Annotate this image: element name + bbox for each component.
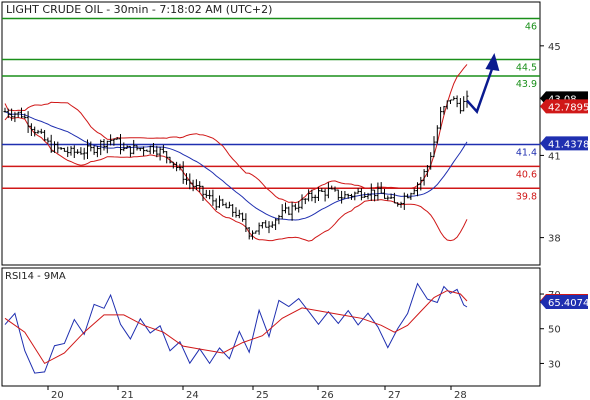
price-badge-1-box (540, 99, 588, 114)
price-badge-2: 41.4378 (548, 139, 589, 150)
x-tick-label-2: 24 (186, 390, 199, 400)
bollinger-upper (4, 64, 468, 204)
rsi-badge-1-box (540, 294, 588, 309)
projection-path (466, 64, 495, 114)
y-tick-label-2: 45 (548, 42, 561, 53)
x-tick-label-3: 25 (256, 390, 269, 400)
x-tick-label-6: 28 (454, 390, 467, 400)
level-label-1: 44.5 (516, 63, 537, 74)
bollinger-lower (4, 115, 468, 242)
x-tick-label-1: 21 (121, 390, 134, 400)
price-badge-2-box (540, 136, 588, 151)
x-tick-label-0: 20 (51, 390, 64, 400)
x-tick-label-5: 27 (388, 390, 401, 400)
rsi-series-1 (4, 290, 468, 365)
rsi-panel: RSI14 - 9MA (1, 267, 541, 387)
level-label-5: 39.8 (516, 191, 537, 202)
projection-arrowhead (485, 53, 500, 72)
price-panel: LIGHT CRUDE OIL - 30min - 7:18:02 AM (UT… (1, 1, 541, 266)
level-label-2: 43.9 (516, 79, 537, 90)
rsi-badge-1: 65.4074 (548, 298, 589, 309)
y-tick-label-0: 38 (548, 234, 561, 245)
price-chart-title: LIGHT CRUDE OIL - 30min - 7:18:02 AM (UT… (6, 3, 272, 16)
rsi-y-tick-label-0: 30 (548, 359, 561, 370)
x-tick-label-4: 26 (321, 390, 334, 400)
price-y-axis: 38 41 45 (540, 42, 561, 245)
price-badge-1: 42.7895 (548, 102, 589, 113)
date-x-axis: 20 21 24 25 26 27 28 (2, 385, 540, 400)
rsi-y-tick-label-1: 50 (548, 325, 561, 336)
y-tick-label-1: 41 (548, 151, 561, 162)
moving-average (4, 111, 468, 221)
rsi-chart-title: RSI14 - 9MA (5, 271, 66, 282)
level-label-4: 40.6 (516, 169, 537, 180)
level-label-3: 41.4 (516, 147, 537, 158)
level-label-0: 46 (525, 21, 537, 32)
